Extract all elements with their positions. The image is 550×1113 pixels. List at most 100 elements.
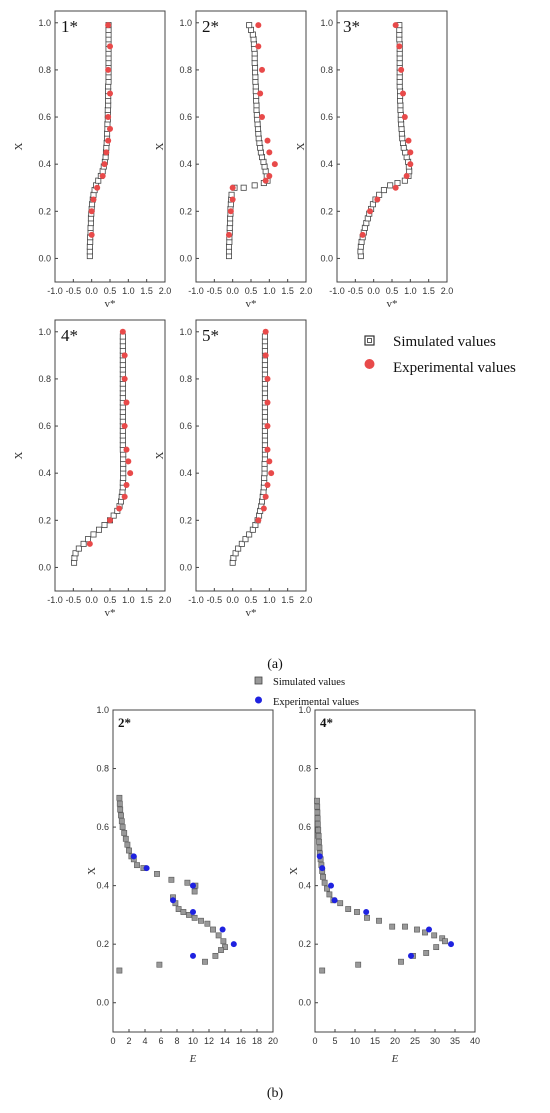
simulated-point xyxy=(121,830,128,836)
simulated-point xyxy=(101,522,108,529)
experimental-point xyxy=(229,196,236,203)
simulated-point xyxy=(198,917,204,924)
legend-simulated-label: Simulated values xyxy=(393,334,496,350)
simulated-point xyxy=(324,885,330,892)
legend-a: Simulated values Experimental values xyxy=(364,334,516,376)
experimental-point xyxy=(121,375,128,382)
x-tick-label: 18 xyxy=(252,1036,262,1046)
panel-label: 4* xyxy=(320,715,333,730)
y-axis-label: X xyxy=(13,142,25,150)
experimental-point xyxy=(123,481,130,488)
experimental-point xyxy=(190,882,196,889)
y-tick-label: 0.6 xyxy=(320,112,333,122)
simulated-point xyxy=(314,821,321,828)
chart-panel-5: 0.00.20.40.60.81.0-1.0 -0.5 0.0 0.5 1.0 1.5 2.… xyxy=(154,319,312,619)
experimental-point xyxy=(407,161,414,168)
simulated-point xyxy=(326,891,333,898)
experimental-point xyxy=(398,66,405,73)
x-tick-label: 2.0 xyxy=(441,286,454,296)
simulated-point xyxy=(80,540,87,547)
y-tick-label: 0.2 xyxy=(38,206,51,216)
x-tick-label: 4 xyxy=(142,1036,147,1046)
panel-label: 2* xyxy=(118,715,131,730)
legend-b-experimental-marker xyxy=(255,696,262,704)
y-tick-label: 0.8 xyxy=(38,65,51,75)
simulated-point xyxy=(235,545,242,552)
x-tick-label: -1.0 xyxy=(47,286,63,296)
x-tick-label: -0.5 xyxy=(207,595,223,605)
y-tick-label: 0.4 xyxy=(96,881,109,891)
x-tick-label: 0.0 xyxy=(85,595,98,605)
legend-experimental-marker xyxy=(364,359,375,369)
experimental-point xyxy=(125,458,132,465)
caption-b: (b) xyxy=(267,1086,284,1101)
experimental-point xyxy=(170,897,176,904)
experimental-point xyxy=(130,853,137,860)
simulated-point xyxy=(314,803,321,810)
x-tick-label: 10 xyxy=(188,1036,198,1046)
experimental-point xyxy=(103,149,110,156)
plot-frame xyxy=(54,319,166,592)
experimental-point xyxy=(426,926,432,933)
experimental-point xyxy=(367,208,373,215)
legend-simulated-marker-inner xyxy=(367,338,372,343)
x-axis-label: E xyxy=(391,1053,399,1065)
experimental-point xyxy=(264,375,271,382)
simulated-point xyxy=(316,844,323,851)
experimental-point xyxy=(374,196,381,203)
x-tick-label: 10 xyxy=(350,1036,360,1046)
simulated-point xyxy=(423,950,430,956)
x-tick-label: 14 xyxy=(220,1036,230,1046)
experimental-point xyxy=(262,493,269,500)
simulated-point xyxy=(240,184,247,191)
x-tick-label: -1.0 xyxy=(47,595,63,605)
experimental-point xyxy=(319,865,326,872)
y-tick-label: 0.0 xyxy=(179,562,192,572)
legend-b: Simulated values Experimental values xyxy=(254,676,359,708)
simulated-point xyxy=(314,797,320,804)
experimental-point xyxy=(229,184,236,191)
y-tick-label: 1.0 xyxy=(38,327,51,337)
y-tick-label: 0.6 xyxy=(298,822,311,832)
experimental-point xyxy=(264,481,271,488)
chart-panel-1: 0.00.20.40.60.81.0-1.0 -0.5 0.0 0.5 1.0 1.5 2.… xyxy=(13,10,172,310)
experimental-point xyxy=(116,505,123,512)
experimental-point xyxy=(392,22,399,29)
simulated-point xyxy=(215,932,222,939)
y-tick-label: 0.2 xyxy=(179,515,192,525)
experimental-point xyxy=(328,882,334,889)
simulated-point xyxy=(118,812,124,819)
plot-frame xyxy=(112,709,274,1033)
y-tick-label: 1.0 xyxy=(96,705,109,715)
y-tick-label: 0.8 xyxy=(298,764,311,774)
y-tick-label: 0.8 xyxy=(179,65,192,75)
experimental-point xyxy=(268,470,275,477)
y-axis-label: X xyxy=(288,867,300,875)
simulated-point xyxy=(184,879,191,886)
y-tick-label: 1.0 xyxy=(179,18,192,28)
simulated-point xyxy=(442,938,448,945)
experimental-point xyxy=(407,149,414,156)
y-tick-label: 0.0 xyxy=(38,253,51,263)
simulated-point xyxy=(321,879,328,886)
y-tick-label: 0.8 xyxy=(38,374,51,384)
experimental-point xyxy=(121,352,128,359)
x-tick-label: 2.0 xyxy=(159,286,172,296)
simulated-point xyxy=(315,827,322,833)
y-tick-label: 0.0 xyxy=(96,998,109,1008)
y-tick-label: 0.4 xyxy=(38,468,51,478)
x-tick-label: 1.5 xyxy=(140,595,153,605)
plot-frame xyxy=(195,319,307,592)
y-tick-label: 0.4 xyxy=(38,159,51,169)
legend-experimental-label: Experimental values xyxy=(393,360,516,376)
simulated-point xyxy=(218,947,224,953)
simulated-point xyxy=(90,531,97,538)
panel-label: 4* xyxy=(61,326,78,345)
y-tick-label: 0.8 xyxy=(179,374,192,384)
plot-frame xyxy=(314,709,476,1033)
experimental-point xyxy=(255,517,262,524)
experimental-point xyxy=(262,328,269,335)
simulated-point xyxy=(116,794,123,801)
x-tick-label: 1.5 xyxy=(281,286,294,296)
